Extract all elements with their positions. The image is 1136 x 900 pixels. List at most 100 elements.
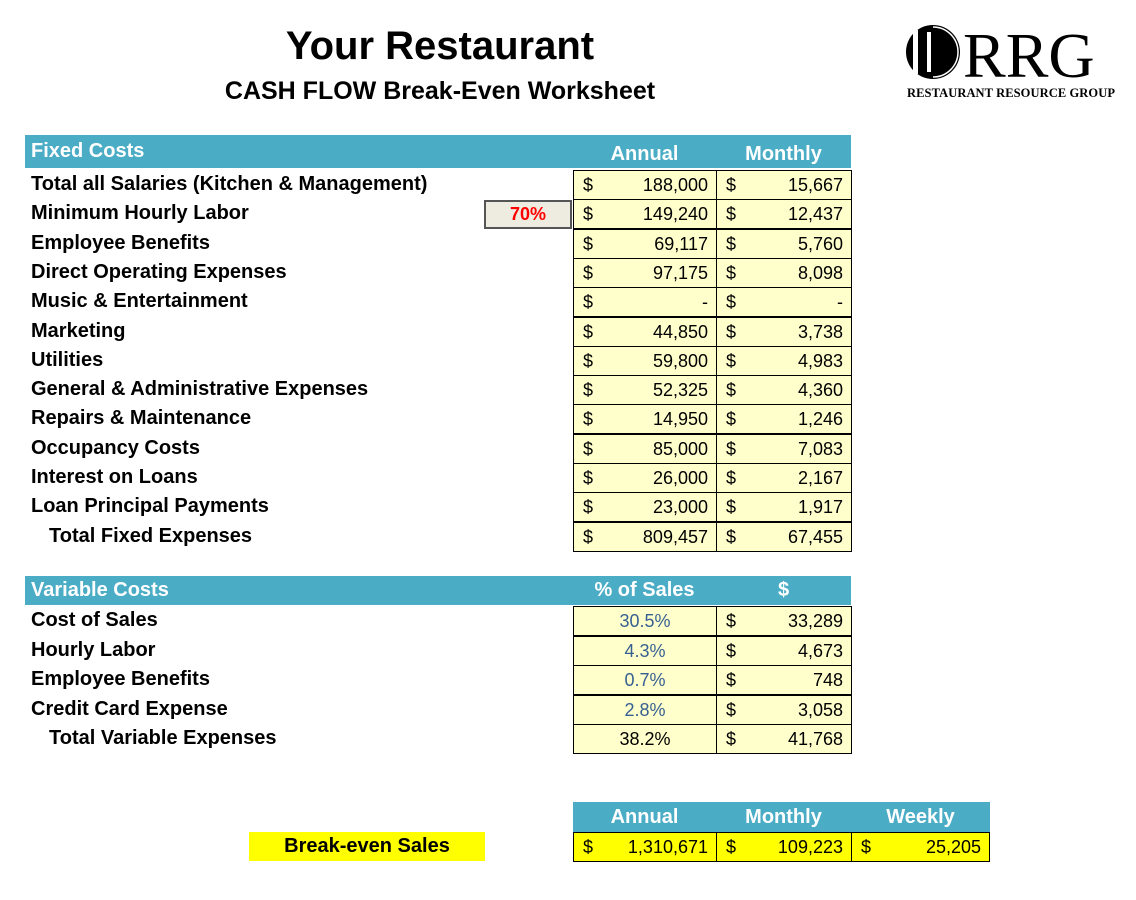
annual-cell[interactable]: $44,850 xyxy=(573,316,717,347)
amount-cell[interactable]: $748 xyxy=(716,665,852,695)
currency-symbol: $ xyxy=(583,380,594,401)
percent-sales-column-header: % of Sales xyxy=(594,579,695,601)
monthly-cell[interactable]: $2,167 xyxy=(716,463,852,493)
cell-value: 41,768 xyxy=(787,729,843,749)
fixed-cost-label: General & Administrative Expenses xyxy=(31,378,369,401)
fixed-cost-label: Minimum Hourly Labor xyxy=(31,202,249,225)
cell-value: 23,000 xyxy=(652,497,708,518)
currency-symbol: $ xyxy=(726,526,737,547)
breakeven-annual-cell[interactable]: $1,310,671 xyxy=(573,832,717,862)
annual-cell[interactable]: $14,950 xyxy=(573,404,717,435)
percent-of-sales-cell[interactable]: 4.3% xyxy=(573,635,717,666)
annual-cell[interactable]: $69,117 xyxy=(573,228,717,259)
cell-value: 97,175 xyxy=(652,262,708,283)
percent-of-sales-cell[interactable]: 38.2% xyxy=(573,724,717,754)
monthly-cell[interactable]: $8,098 xyxy=(716,257,852,288)
cell-value: 15,667 xyxy=(787,175,843,195)
cell-value: 4,983 xyxy=(797,350,843,371)
monthly-cell[interactable]: $15,667 xyxy=(716,170,852,200)
currency-symbol: $ xyxy=(726,837,737,857)
annual-cell[interactable]: $26,000 xyxy=(573,463,717,493)
monthly-cell[interactable]: $3,738 xyxy=(716,316,852,347)
monthly-column-header: Monthly xyxy=(745,143,822,165)
currency-symbol: $ xyxy=(726,292,737,313)
fixed-cost-label: Interest on Loans xyxy=(31,466,198,488)
annual-cell[interactable]: $188,000 xyxy=(573,170,717,200)
plate-fork-knife-icon: RRG RESTAURANT RESOURCE GROUP xyxy=(906,20,1115,100)
currency-symbol: $ xyxy=(726,640,737,661)
monthly-cell[interactable]: $4,983 xyxy=(716,345,852,376)
monthly-cell[interactable]: $7,083 xyxy=(716,433,852,464)
amount-cell[interactable]: $3,058 xyxy=(716,694,852,725)
variable-cost-label: Hourly Labor xyxy=(31,638,156,661)
cell-value: 149,240 xyxy=(642,204,708,225)
cell-value: 7,083 xyxy=(797,438,843,459)
monthly-cell[interactable]: $4,360 xyxy=(716,375,852,406)
hourly-labor-percent-input[interactable]: 70% xyxy=(484,200,572,229)
monthly-cell[interactable]: $1,917 xyxy=(716,492,852,523)
cell-value: 14,950 xyxy=(652,409,708,430)
currency-symbol: $ xyxy=(726,670,737,690)
currency-symbol: $ xyxy=(726,175,737,195)
annual-cell[interactable]: $85,000 xyxy=(573,433,717,464)
svg-text:RRG: RRG xyxy=(963,22,1095,91)
amount-cell[interactable]: $4,673 xyxy=(716,635,852,666)
percent-of-sales-cell[interactable]: 0.7% xyxy=(573,665,717,695)
currency-symbol: $ xyxy=(861,837,872,857)
fixed-cost-label: Total all Salaries (Kitchen & Management… xyxy=(31,173,428,195)
annual-cell[interactable]: $23,000 xyxy=(573,492,717,523)
cell-value: 67,455 xyxy=(787,526,843,547)
monthly-cell[interactable]: $67,455 xyxy=(716,521,852,552)
currency-symbol: $ xyxy=(583,350,594,371)
percent-of-sales-cell[interactable]: 2.8% xyxy=(573,694,717,725)
annual-cell[interactable]: $149,240 xyxy=(573,199,717,230)
cell-value: 2,167 xyxy=(797,468,843,488)
percent-of-sales-cell[interactable]: 30.5% xyxy=(573,606,717,636)
fixed-cost-label: Music & Entertainment xyxy=(31,290,248,313)
currency-symbol: $ xyxy=(583,468,594,488)
cell-value: 44,850 xyxy=(652,321,708,342)
breakeven-weekly-cell[interactable]: $25,205 xyxy=(851,832,990,862)
cell-value: 188,000 xyxy=(642,175,708,195)
fixed-cost-label: Repairs & Maintenance xyxy=(31,407,252,430)
currency-symbol: $ xyxy=(583,204,594,225)
fixed-cost-label: Occupancy Costs xyxy=(31,436,200,459)
breakeven-header: Annual Monthly Weekly xyxy=(573,802,990,832)
cell-value: 4,673 xyxy=(797,640,843,661)
currency-symbol: $ xyxy=(726,729,737,749)
currency-symbol: $ xyxy=(726,321,737,342)
cell-value: 52,325 xyxy=(652,380,708,401)
currency-symbol: $ xyxy=(726,699,737,720)
amount-cell[interactable]: $33,289 xyxy=(716,606,852,636)
annual-cell[interactable]: $97,175 xyxy=(573,257,717,288)
page-title: Your Restaurant xyxy=(285,24,595,68)
currency-symbol: $ xyxy=(583,438,594,459)
currency-symbol: $ xyxy=(726,233,737,254)
fixed-cost-label: Marketing xyxy=(31,319,126,342)
monthly-cell[interactable]: $ - xyxy=(716,287,852,318)
fixed-cost-label: Utilities xyxy=(31,348,104,371)
monthly-cell[interactable]: $1,246 xyxy=(716,404,852,435)
variable-cost-label: Total Variable Expenses xyxy=(49,727,277,749)
annual-cell[interactable]: $809,457 xyxy=(573,521,717,552)
variable-cost-label: Credit Card Expense xyxy=(31,697,228,720)
monthly-cell[interactable]: $5,760 xyxy=(716,228,852,259)
breakeven-annual-header: Annual xyxy=(610,806,679,828)
fixed-cost-label: Direct Operating Expenses xyxy=(31,260,287,283)
currency-symbol: $ xyxy=(583,409,594,430)
annual-cell[interactable]: $52,325 xyxy=(573,375,717,406)
breakeven-monthly-cell[interactable]: $109,223 xyxy=(716,832,852,862)
annual-cell[interactable]: $ - xyxy=(573,287,717,318)
monthly-cell[interactable]: $12,437 xyxy=(716,199,852,230)
variable-costs-header: Variable Costs % of Sales $ xyxy=(25,576,851,605)
cell-value: 3,738 xyxy=(797,321,843,342)
variable-cost-label: Employee Benefits xyxy=(31,668,210,690)
variable-cost-label: Cost of Sales xyxy=(31,609,158,631)
currency-symbol: $ xyxy=(726,350,737,371)
rrg-logo: RRG RESTAURANT RESOURCE GROUP xyxy=(905,20,1120,102)
currency-symbol: $ xyxy=(583,321,594,342)
amount-cell[interactable]: $41,768 xyxy=(716,724,852,754)
annual-cell[interactable]: $59,800 xyxy=(573,345,717,376)
breakeven-monthly-header: Monthly xyxy=(745,806,822,828)
breakeven-weekly-header: Weekly xyxy=(886,806,955,828)
